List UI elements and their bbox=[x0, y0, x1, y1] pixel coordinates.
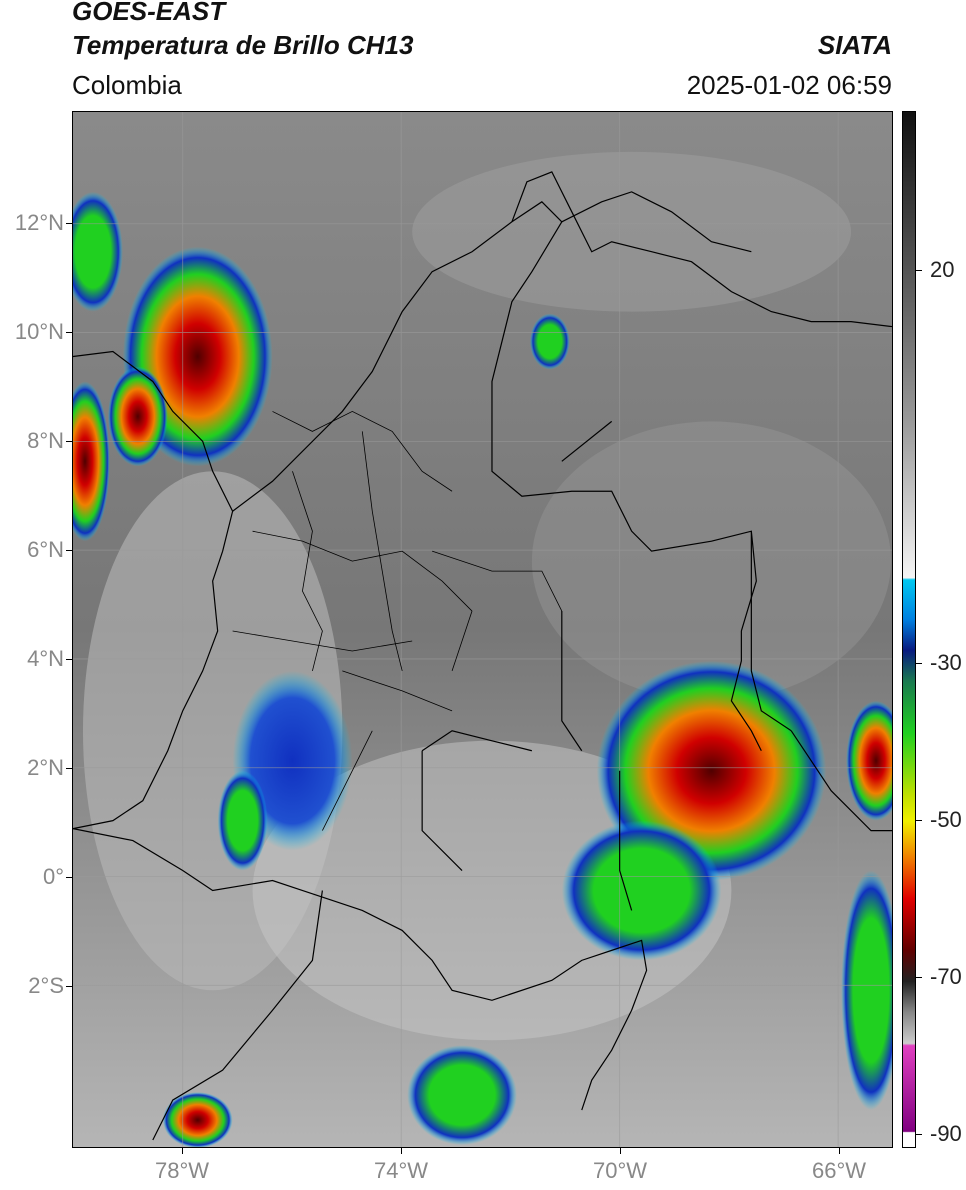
colorbar-label-minus90: -90 bbox=[930, 1121, 962, 1146]
department-borders bbox=[232, 410, 563, 831]
colorbar-label-20: 20 bbox=[930, 257, 955, 282]
lat-tick bbox=[66, 877, 72, 878]
lat-label-2s: 2°S bbox=[28, 973, 64, 998]
colorbar-tick bbox=[916, 270, 922, 271]
lon-label-78w: 78°W bbox=[154, 1158, 210, 1183]
lon-label-70w: 70°W bbox=[592, 1158, 648, 1183]
country-borders bbox=[73, 171, 892, 1141]
organization-label: SIATA bbox=[817, 30, 892, 60]
lon-label-74w: 74°W bbox=[373, 1158, 429, 1183]
region-label: Colombia bbox=[72, 70, 182, 100]
title-satellite: GOES-EAST bbox=[72, 0, 226, 26]
colorbar-label-minus70: -70 bbox=[930, 964, 962, 989]
cloud-field-east bbox=[531, 421, 892, 701]
colorbar-tick bbox=[916, 977, 922, 978]
lon-tick bbox=[182, 1148, 183, 1154]
colorbar-label-minus30: -30 bbox=[930, 650, 962, 675]
lat-label-8n: 8°N bbox=[27, 428, 64, 453]
lat-tick bbox=[66, 441, 72, 442]
lat-label-6n: 6°N bbox=[27, 537, 64, 562]
storm-cell-peru bbox=[407, 1045, 517, 1146]
lon-tick bbox=[620, 1148, 621, 1154]
cloud-field-north bbox=[412, 151, 852, 312]
temperature-colorbar bbox=[902, 111, 916, 1148]
colorbar-label-minus50: -50 bbox=[930, 807, 962, 832]
lat-label-equator: 0° bbox=[42, 864, 64, 889]
lat-tick bbox=[66, 223, 72, 224]
storm-cell-maracaibo bbox=[529, 313, 570, 370]
lat-tick bbox=[66, 332, 72, 333]
satellite-map bbox=[72, 111, 893, 1148]
map-gridlines bbox=[73, 112, 892, 1147]
storm-cell-panama bbox=[107, 366, 168, 467]
lat-tick bbox=[66, 659, 72, 660]
storm-cell-east-edge bbox=[846, 700, 892, 821]
datetime-label: 2025-01-02 06:59 bbox=[686, 70, 892, 100]
storm-cell-amazon-south bbox=[561, 820, 722, 961]
lat-tick bbox=[66, 550, 72, 551]
lat-tick bbox=[66, 768, 72, 769]
storm-cell-southwest bbox=[162, 1092, 233, 1147]
lon-tick bbox=[839, 1148, 840, 1154]
storm-cell-southeast bbox=[841, 870, 892, 1111]
storm-cell-narino bbox=[217, 770, 268, 871]
lat-label-12n: 12°N bbox=[14, 210, 64, 235]
storm-cell-northwest bbox=[73, 191, 123, 312]
lon-tick bbox=[401, 1148, 402, 1154]
colorbar-tick bbox=[916, 1134, 922, 1135]
lon-label-66w: 66°W bbox=[811, 1158, 867, 1183]
lat-label-10n: 10°N bbox=[14, 319, 64, 344]
storm-cell-west-edge bbox=[73, 381, 110, 542]
colorbar-tick bbox=[916, 820, 922, 821]
lat-tick bbox=[66, 986, 72, 987]
title-product: Temperatura de Brillo CH13 bbox=[72, 30, 414, 60]
colorbar-tick bbox=[916, 663, 922, 664]
lat-label-2n: 2°N bbox=[27, 755, 64, 780]
lat-label-4n: 4°N bbox=[27, 646, 64, 671]
